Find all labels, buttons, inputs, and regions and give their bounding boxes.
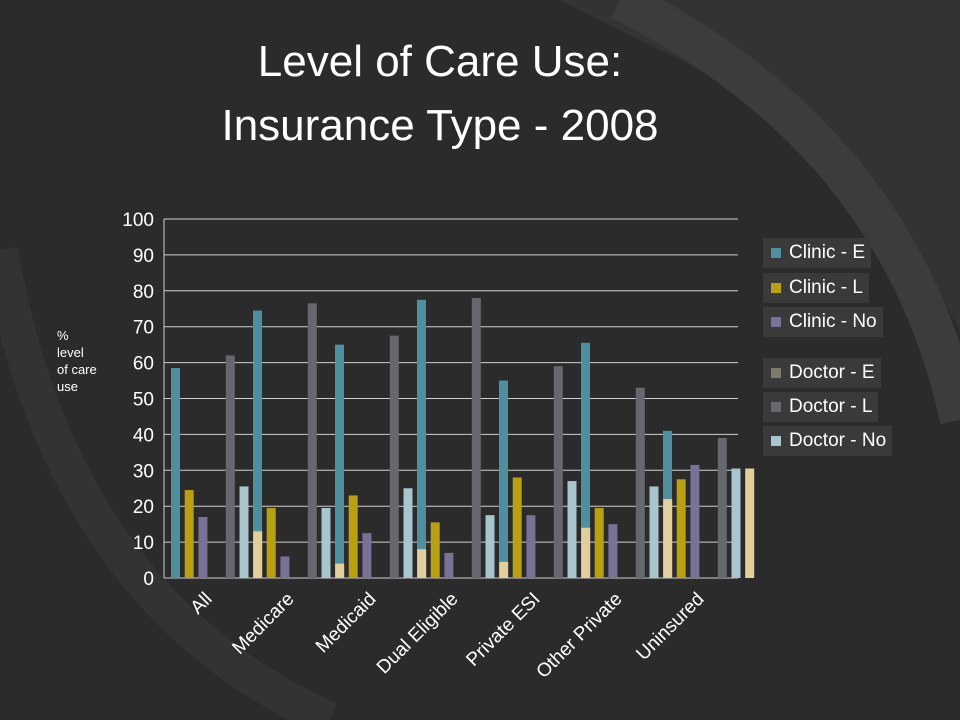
bar: [608, 524, 618, 578]
bar: [184, 490, 194, 578]
bar: [594, 507, 604, 578]
y-tick-label: 50: [133, 390, 154, 411]
y-tick-label: 0: [143, 569, 154, 590]
legend-label: Clinic - No: [789, 311, 877, 332]
bar: [635, 387, 645, 578]
legend-swatch: [771, 402, 781, 412]
bar: [663, 499, 673, 578]
legend-item: Doctor - L: [763, 392, 879, 422]
legend-swatch: [771, 283, 781, 293]
bar: [362, 533, 372, 578]
y-tick-label: 40: [133, 425, 154, 446]
bar: [253, 310, 262, 578]
bar: [335, 344, 344, 578]
bar: [553, 366, 563, 578]
bar: [567, 481, 577, 578]
bar: [335, 563, 345, 578]
bar: [171, 367, 180, 578]
y-tick-label: 80: [133, 282, 154, 303]
bar: [499, 380, 508, 578]
bar: [676, 479, 686, 578]
bar: [348, 495, 358, 578]
bar: [745, 468, 755, 578]
x-tick-label: Other Private: [533, 589, 627, 683]
legend-label: Clinic - E: [789, 242, 866, 263]
y-tick-label: 10: [133, 533, 154, 554]
bar: [690, 464, 700, 578]
bar: [389, 335, 399, 578]
bar: [321, 507, 331, 578]
bar: [266, 507, 276, 578]
bar: [717, 437, 727, 578]
bar: [485, 515, 495, 578]
y-tick-label: 70: [133, 318, 154, 339]
legend-item: Clinic - L: [763, 273, 869, 303]
y-tick-label: 20: [133, 497, 154, 518]
legend-label: Doctor - L: [789, 396, 873, 417]
chart-title-line-2: Insurance Type - 2008: [221, 101, 659, 150]
legend-swatch: [771, 436, 781, 446]
x-tick-label: Uninsured: [632, 589, 708, 665]
x-tick-label: Dual Eligible: [373, 589, 463, 679]
bar: [526, 515, 536, 578]
legend-item: Clinic - No: [763, 307, 883, 337]
bar: [512, 477, 522, 578]
y-axis-label: % level of care use: [57, 328, 97, 394]
x-tick-label: Private ESI: [462, 589, 544, 671]
chart-title-line-1: Level of Care Use:: [257, 37, 623, 86]
legend-label: Doctor - E: [789, 362, 875, 383]
y-tick-label: 30: [133, 461, 154, 482]
legend-swatch: [771, 368, 781, 378]
bar: [307, 303, 317, 578]
bar: [253, 531, 263, 578]
background-arc-band: [560, 0, 960, 330]
bar: [417, 549, 427, 578]
bar: [198, 516, 208, 578]
legend-label: Clinic - L: [789, 277, 863, 298]
bar: [417, 299, 426, 578]
legend-item: Clinic - E: [763, 238, 872, 268]
bar: [499, 561, 509, 578]
y-tick-label: 90: [133, 246, 154, 267]
legend-swatch: [771, 317, 781, 327]
bar: [731, 468, 741, 578]
bar: [403, 488, 413, 578]
background-arc-line: [0, 246, 338, 720]
y-tick-label: 60: [133, 354, 154, 375]
bar: [471, 297, 481, 578]
background-arc-line: [611, 0, 960, 425]
bar: [280, 556, 290, 578]
bar: [225, 355, 235, 578]
bar: [581, 342, 590, 578]
bar: [444, 552, 454, 578]
bar: [430, 522, 440, 578]
bar: [581, 527, 591, 578]
legend-item: Doctor - No: [763, 426, 893, 456]
bar: [649, 486, 659, 578]
legend-label: Doctor - No: [789, 430, 887, 451]
bar: [239, 486, 249, 578]
x-tick-label: Medicare: [228, 589, 298, 659]
legend-item: Doctor - E: [763, 358, 881, 388]
x-tick-label: Medicaid: [312, 589, 381, 658]
y-tick-label: 100: [122, 210, 154, 231]
legend-swatch: [771, 248, 781, 258]
x-tick-label: All: [187, 589, 217, 619]
